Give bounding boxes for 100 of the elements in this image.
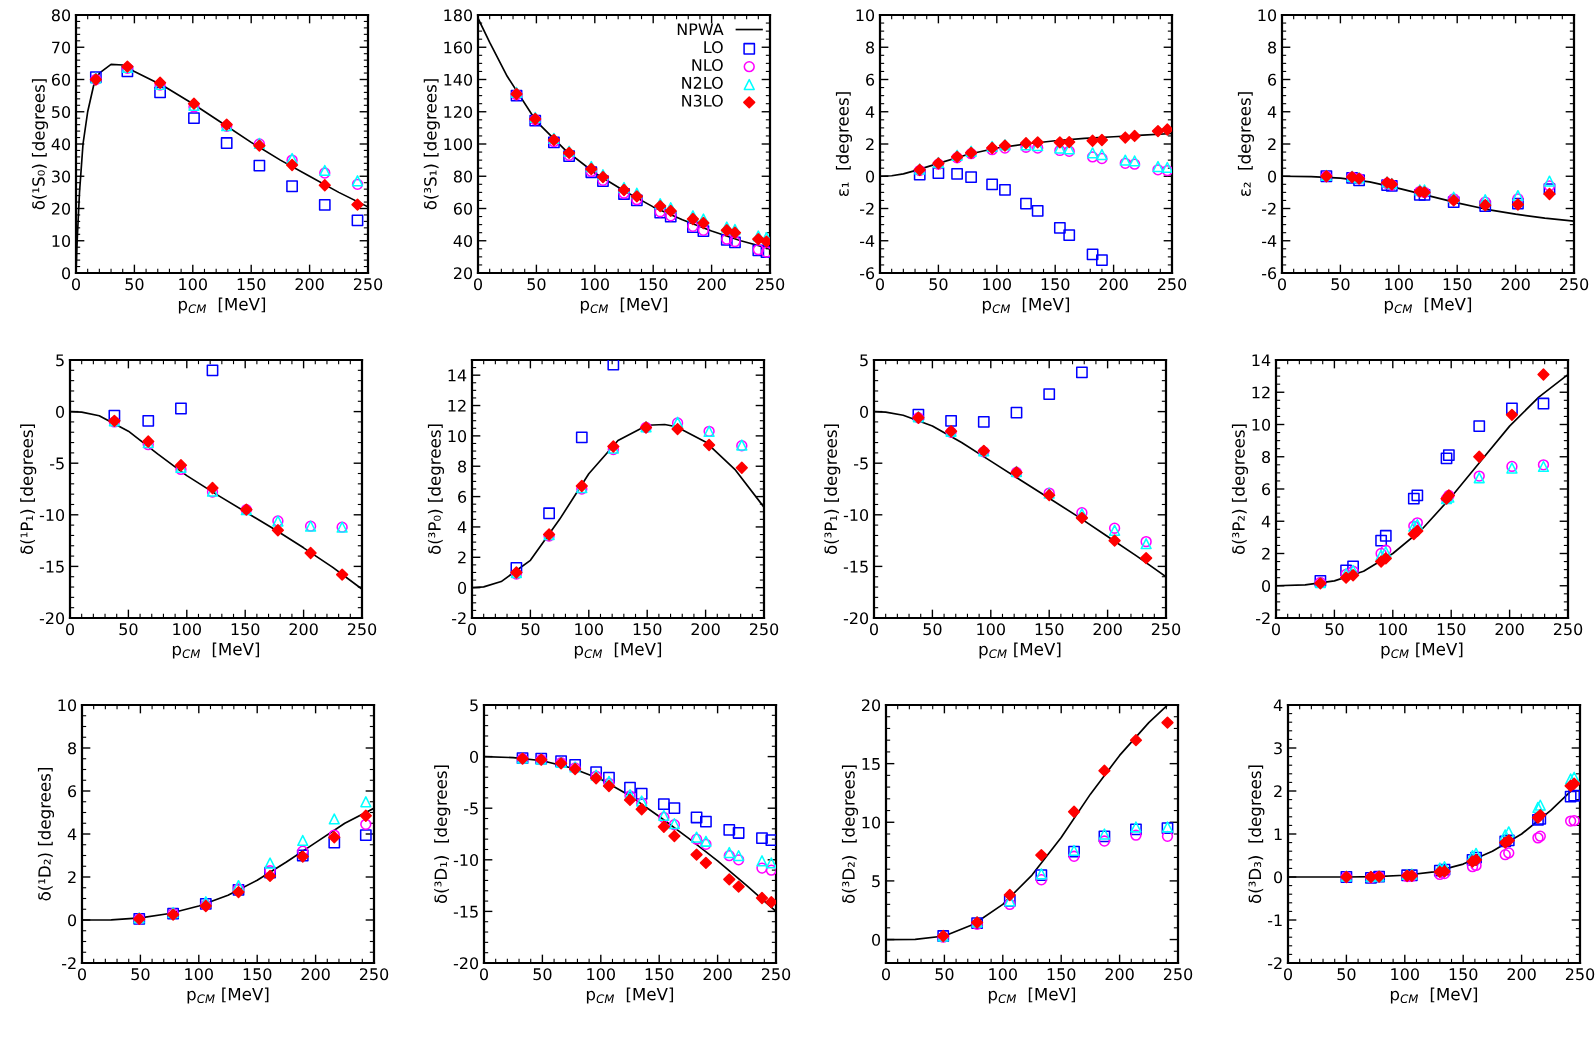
y-tick-label: -6 bbox=[1262, 267, 1277, 280]
y-tick-label: -4 bbox=[860, 235, 875, 247]
y-tick-label: -6 bbox=[860, 267, 875, 280]
y-tick-label: 0 bbox=[872, 933, 881, 946]
x-tick-label: 50 bbox=[533, 968, 552, 981]
y-axis-title: δ(³D₃) [degrees] bbox=[1248, 765, 1265, 904]
y-tick-label: -15 bbox=[453, 905, 478, 918]
y-tick-label: -2 bbox=[62, 957, 76, 970]
y-tick-label: -2 bbox=[1262, 202, 1276, 215]
x-tick-label: 100 bbox=[179, 278, 207, 291]
y-tick-label: 4 bbox=[457, 521, 467, 534]
x-tick-label: 0 bbox=[881, 968, 891, 981]
y-tick-label: 20 bbox=[453, 267, 473, 280]
x-tick-label: 250 bbox=[1553, 623, 1583, 636]
x-tick-label: 150 bbox=[1047, 968, 1076, 981]
y-tick-label: -5 bbox=[464, 802, 478, 815]
y-axis-title: δ(¹P₁) [degrees] bbox=[20, 424, 37, 555]
x-axis-title: p$_{CM}$ [MeV] bbox=[988, 987, 1076, 1004]
legend-label: N3LO bbox=[682, 94, 723, 107]
x-tick-label: 150 bbox=[231, 623, 260, 636]
y-tick-label: 8 bbox=[68, 742, 77, 755]
x-tick-label: 150 bbox=[639, 278, 668, 291]
y-tick-label: -15 bbox=[843, 560, 868, 573]
x-tick-label: 100 bbox=[185, 968, 213, 981]
x-tick-label: 200 bbox=[1105, 968, 1134, 981]
x-tick-label: 200 bbox=[1501, 278, 1530, 291]
y-tick-label: 0 bbox=[1274, 871, 1283, 884]
x-tick-label: 200 bbox=[1495, 623, 1524, 636]
x-tick-label: 0 bbox=[77, 968, 87, 981]
x-axis-title: p$_{CM}$ [MeV] bbox=[979, 642, 1061, 659]
y-tick-label: 4 bbox=[1267, 106, 1277, 118]
y-tick-label: 4 bbox=[865, 106, 875, 118]
x-tick-label: 100 bbox=[173, 623, 201, 636]
y-tick-label: 0 bbox=[1262, 579, 1271, 593]
y-tick-label: -2 bbox=[1268, 957, 1282, 970]
y-axis-title: δ(³S₁) [degrees] bbox=[423, 79, 440, 210]
x-tick-label: 250 bbox=[1163, 968, 1193, 981]
y-tick-label: -20 bbox=[843, 612, 869, 625]
x-tick-label: 50 bbox=[1337, 968, 1356, 981]
x-tick-label: 150 bbox=[1443, 278, 1472, 291]
y-tick-label: 0 bbox=[860, 405, 869, 418]
y-tick-label: 10 bbox=[862, 816, 881, 829]
y-tick-label: 3 bbox=[1274, 742, 1282, 755]
y-tick-label: 0 bbox=[62, 267, 71, 280]
x-tick-label: 150 bbox=[237, 278, 266, 291]
y-tick-label: -20 bbox=[39, 612, 65, 625]
y-tick-label: 6 bbox=[458, 490, 467, 503]
y-tick-label: -20 bbox=[453, 957, 479, 970]
y-tick-label: 6 bbox=[68, 785, 77, 798]
y-tick-label: 80 bbox=[453, 170, 473, 183]
x-tick-label: 0 bbox=[1283, 968, 1293, 981]
y-tick-label: 2 bbox=[866, 138, 874, 151]
y-tick-label: -4 bbox=[1262, 235, 1277, 247]
x-tick-label: 50 bbox=[923, 623, 942, 636]
x-tick-label: 50 bbox=[521, 623, 540, 636]
y-tick-label: 2 bbox=[1274, 785, 1282, 798]
legend-label: N2LO bbox=[682, 76, 723, 89]
y-axis-title: δ(¹D₂) [degrees] bbox=[37, 768, 55, 901]
y-tick-label: 14 bbox=[448, 369, 467, 382]
y-tick-label: 20 bbox=[861, 699, 881, 712]
y-tick-label: -2 bbox=[1256, 612, 1270, 625]
x-tick-label: 200 bbox=[289, 623, 318, 636]
y-tick-label: 100 bbox=[444, 138, 473, 151]
y-tick-label: 2 bbox=[1268, 138, 1276, 151]
x-tick-label: 250 bbox=[1565, 968, 1595, 981]
x-tick-label: 100 bbox=[581, 278, 609, 291]
y-tick-label: -2 bbox=[452, 612, 466, 625]
x-tick-label: 250 bbox=[755, 278, 785, 291]
y-tick-label: -15 bbox=[39, 560, 64, 573]
x-tick-label: 150 bbox=[1437, 623, 1466, 636]
x-tick-label: 200 bbox=[1507, 968, 1536, 981]
x-tick-label: 50 bbox=[119, 623, 138, 636]
x-tick-label: 50 bbox=[527, 278, 546, 291]
y-tick-label: -1 bbox=[1268, 914, 1282, 927]
y-tick-label: 180 bbox=[444, 9, 473, 22]
x-tick-label: 250 bbox=[761, 968, 791, 981]
y-tick-label: 6 bbox=[1268, 73, 1277, 86]
y-tick-label: -10 bbox=[39, 509, 65, 522]
y-tick-label: 40 bbox=[51, 138, 71, 151]
x-tick-label: 0 bbox=[479, 968, 489, 981]
y-tick-label: 60 bbox=[51, 73, 71, 86]
y-tick-label: -10 bbox=[453, 854, 479, 867]
y-tick-label: -5 bbox=[854, 457, 868, 470]
x-axis-title: p$_{CM}$ [MeV] bbox=[187, 987, 269, 1004]
y-axis-title: δ(³P₁) [degrees] bbox=[824, 424, 841, 555]
x-tick-label: 100 bbox=[983, 278, 1011, 291]
y-tick-label: 15 bbox=[862, 758, 880, 770]
x-tick-label: 50 bbox=[1325, 623, 1344, 636]
y-tick-label: 50 bbox=[52, 105, 71, 119]
y-axis-title: δ(³P₀) [degrees] bbox=[427, 424, 445, 555]
y-tick-label: 12 bbox=[448, 399, 466, 412]
y-tick-label: 10 bbox=[856, 9, 875, 22]
x-axis-title: p$_{CM}$ [MeV] bbox=[1381, 642, 1463, 659]
y-tick-label: 10 bbox=[52, 234, 71, 248]
x-tick-label: 250 bbox=[1157, 278, 1187, 291]
y-tick-label: 10 bbox=[1258, 9, 1277, 22]
x-tick-label: 100 bbox=[575, 623, 603, 636]
y-tick-label: 70 bbox=[52, 41, 71, 54]
x-axis-title: p$_{CM}$ [MeV] bbox=[580, 297, 668, 314]
y-tick-label: 8 bbox=[1262, 450, 1271, 464]
